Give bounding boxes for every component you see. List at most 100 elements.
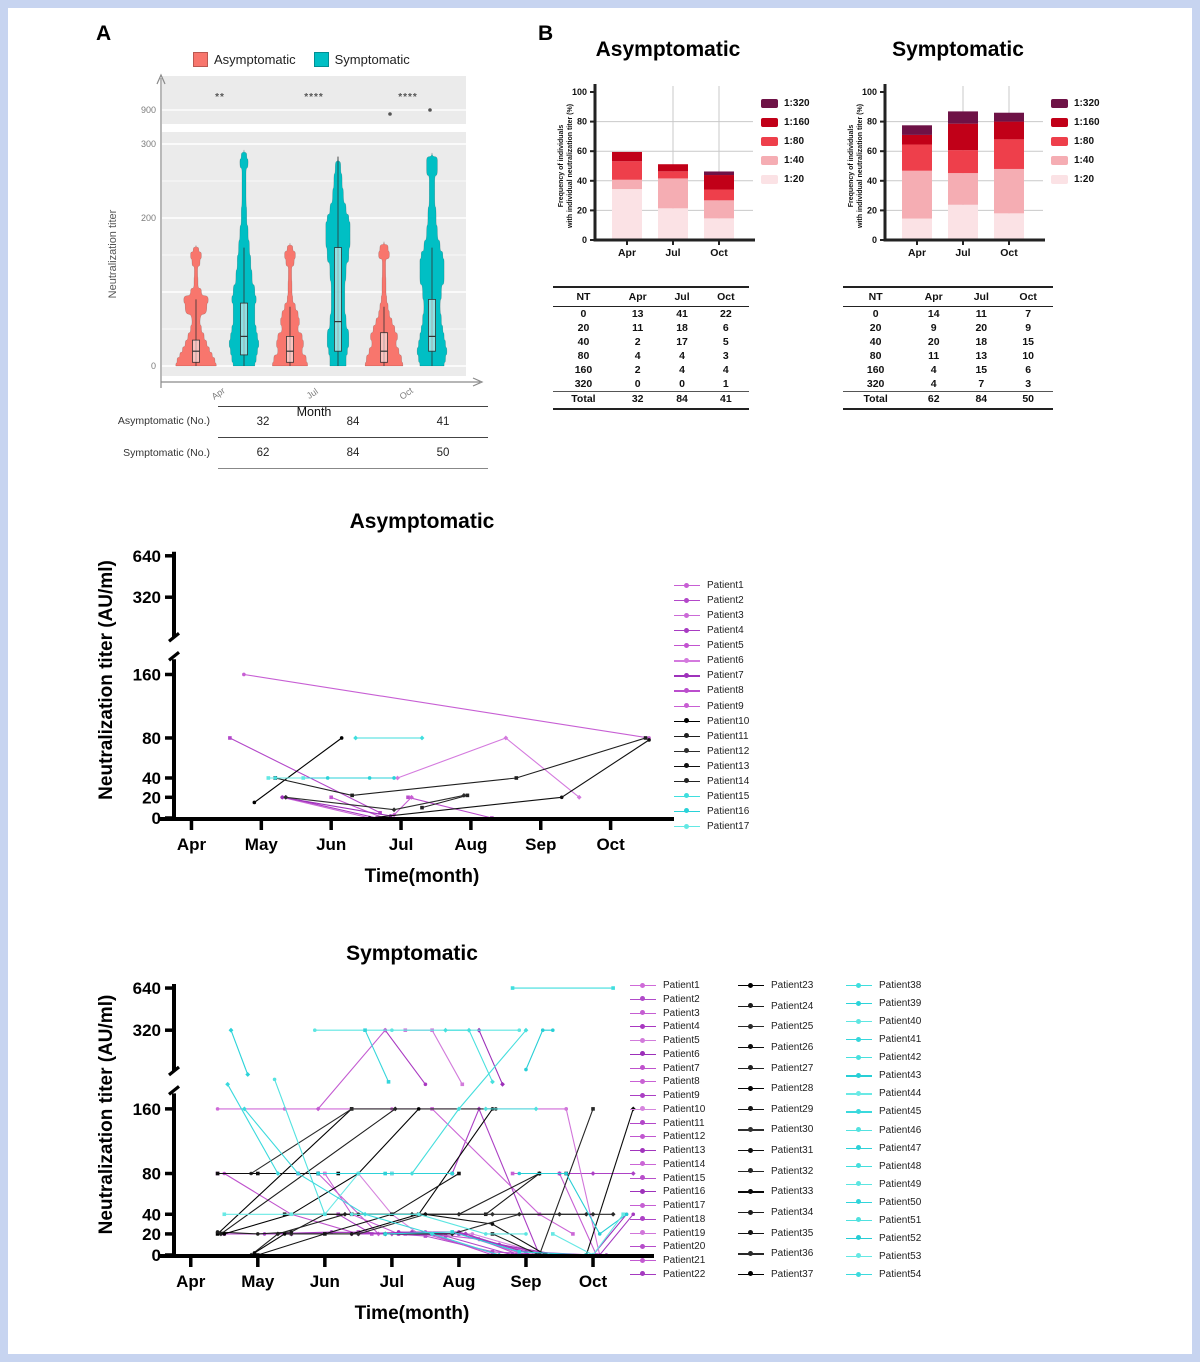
table-cell: 20: [927, 336, 940, 348]
legend-line-icon: [630, 1202, 656, 1210]
legend-line-icon: [630, 1243, 656, 1251]
table-cell: 0: [634, 378, 641, 390]
line-legend-item: Patient41: [846, 1034, 946, 1045]
line-legend-item: Patient8: [630, 1076, 734, 1087]
y-axis-label: Neutralization titer: [107, 209, 119, 298]
legend-label: Patient41: [879, 1034, 922, 1046]
count-value: 50: [398, 438, 488, 469]
table-cell: 4: [930, 378, 937, 390]
bar-segment-1-40: [658, 178, 688, 209]
legend-swatch-icon: [193, 52, 208, 67]
table-cell: 13: [975, 350, 988, 362]
series-patient45: [227, 1084, 279, 1174]
line-legend-item: Patient40: [846, 1016, 946, 1027]
line-legend-item: Patient31: [738, 1145, 842, 1156]
legend-column: Patient23 Patient24 Patient25 Patient26 Pati…: [738, 980, 842, 1280]
legend-line-icon: [674, 792, 700, 800]
legend-line-icon: [846, 1108, 872, 1116]
series-patient49: [351, 1213, 526, 1235]
series-patient10: [253, 737, 343, 803]
line-legend-item: Patient6: [630, 1049, 734, 1060]
table-cell: 84: [661, 391, 703, 410]
legend-swatch-icon: [1051, 99, 1068, 108]
legend-line-icon: [630, 1023, 656, 1031]
line-legend-item: Patient15: [674, 791, 749, 802]
legend-label: Patient17: [707, 821, 750, 832]
legend-line-icon: [630, 995, 656, 1003]
legend-line-icon: [630, 1078, 656, 1086]
significance-label: **: [215, 92, 225, 103]
table-cell: 84: [959, 391, 1004, 410]
bar-segment-1-40: [902, 170, 932, 219]
line-legend-item: Patient21: [630, 1255, 734, 1266]
legend-label: Patient7: [707, 670, 744, 682]
table-header: NT: [843, 286, 909, 307]
legend-label: Patient54: [879, 1269, 922, 1280]
legend-line-icon: [846, 1216, 872, 1224]
legend-label: Patient48: [879, 1160, 922, 1172]
legend-label: Patient23: [771, 980, 814, 991]
outlier-point: [388, 112, 392, 116]
table-cell: 9: [930, 322, 937, 334]
legend-line-icon: [674, 702, 700, 710]
legend-line-icon: [630, 1105, 656, 1113]
bar-segment-1-20: [902, 218, 932, 240]
bar-segment-1-20: [612, 189, 642, 240]
legend-label: Patient36: [771, 1248, 814, 1260]
table-cell: 15: [975, 364, 988, 376]
legend-line-icon: [630, 1215, 656, 1223]
bar-segment-1-20: [658, 208, 688, 240]
legend-label: Patient16: [663, 1186, 706, 1198]
table-cell: 320: [574, 378, 593, 390]
legend-line-icon: [674, 672, 700, 680]
line-legend-item: Patient9: [630, 1090, 734, 1101]
series-patient6: [478, 1029, 504, 1085]
y-tick-label: 320: [133, 588, 161, 607]
legend-label: Patient11: [663, 1117, 705, 1129]
legend-label: Patient13: [663, 1145, 706, 1156]
violin-legend-item: Asymptomatic: [193, 52, 296, 67]
legend-line-icon: [674, 612, 700, 620]
legend-label: Patient18: [663, 1213, 706, 1225]
bar-legend-item: 1:160: [1051, 117, 1100, 128]
legend-label: Patient6: [663, 1048, 700, 1060]
x-axis-label: Month: [297, 405, 332, 419]
legend-label: Patient26: [771, 1041, 814, 1053]
legend-label: Patient1: [707, 580, 744, 591]
legend-line-icon: [738, 1126, 764, 1134]
bar-chart-symptomatic: Apr Jul Oct 0 20 40 60 80 100 Frequency of indivi…: [848, 84, 1045, 259]
legend-label: Patient20: [663, 1241, 706, 1253]
legend-line-icon: [674, 777, 700, 785]
table-cell: 18: [676, 322, 688, 334]
legend-label: Patient25: [771, 1021, 814, 1033]
legend-swatch-icon: [761, 137, 778, 146]
y-tick-label: 40: [142, 769, 161, 788]
legend-label: 1:40: [784, 155, 805, 166]
legend-line-icon: [674, 732, 700, 740]
table-header: Apr: [908, 286, 960, 307]
legend-label: Patient10: [707, 715, 750, 727]
legend-line-icon: [846, 1180, 872, 1188]
table-row: 0 14 11 7: [843, 307, 1053, 322]
series-patient42: [445, 1029, 494, 1083]
table-header: Apr: [613, 286, 662, 307]
bar-x-label: Oct: [710, 247, 728, 259]
table-row: 160 4 15 6: [843, 363, 1053, 377]
legend-line-icon: [630, 1229, 656, 1237]
series-patient8: [407, 796, 493, 819]
legend-column: Patient1 Patient2 Patient3 Patient4 Patient5…: [630, 980, 734, 1280]
line-legend-item: Patient32: [738, 1166, 842, 1177]
legend-label: 1:160: [784, 117, 810, 128]
table-cell: 7: [978, 378, 985, 390]
bar-segment-1-80: [902, 144, 932, 171]
table-cell: 32: [613, 391, 662, 410]
table-cell: 17: [676, 336, 688, 348]
x-tick-label: Jul: [389, 835, 414, 854]
legend-line-icon: [846, 1072, 872, 1080]
count-value: 32: [218, 406, 308, 438]
x-tick-label: Aug: [442, 1272, 475, 1291]
bar-segment-1-40: [948, 173, 978, 205]
table-cell: 3: [722, 350, 729, 362]
y-tick-label: 80: [142, 729, 161, 748]
bar-segment-1-80: [994, 139, 1024, 169]
